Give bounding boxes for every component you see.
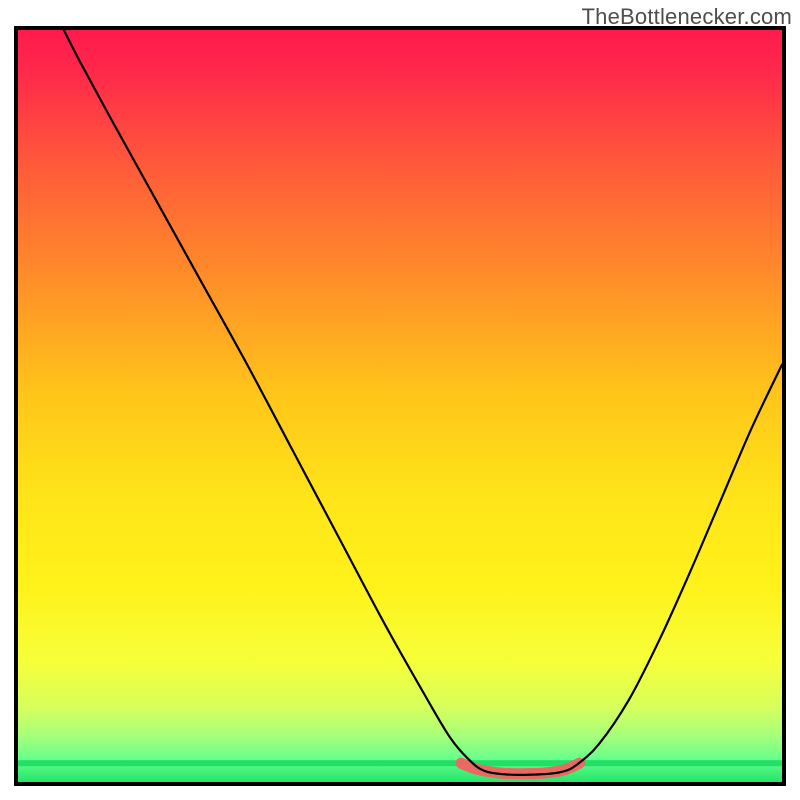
bottleneck-curve-chart bbox=[0, 0, 800, 800]
gradient-background bbox=[18, 30, 782, 782]
watermark-text: TheBottlenecker.com bbox=[582, 4, 792, 30]
baseline-band bbox=[18, 760, 782, 766]
chart-container: TheBottlenecker.com bbox=[0, 0, 800, 800]
